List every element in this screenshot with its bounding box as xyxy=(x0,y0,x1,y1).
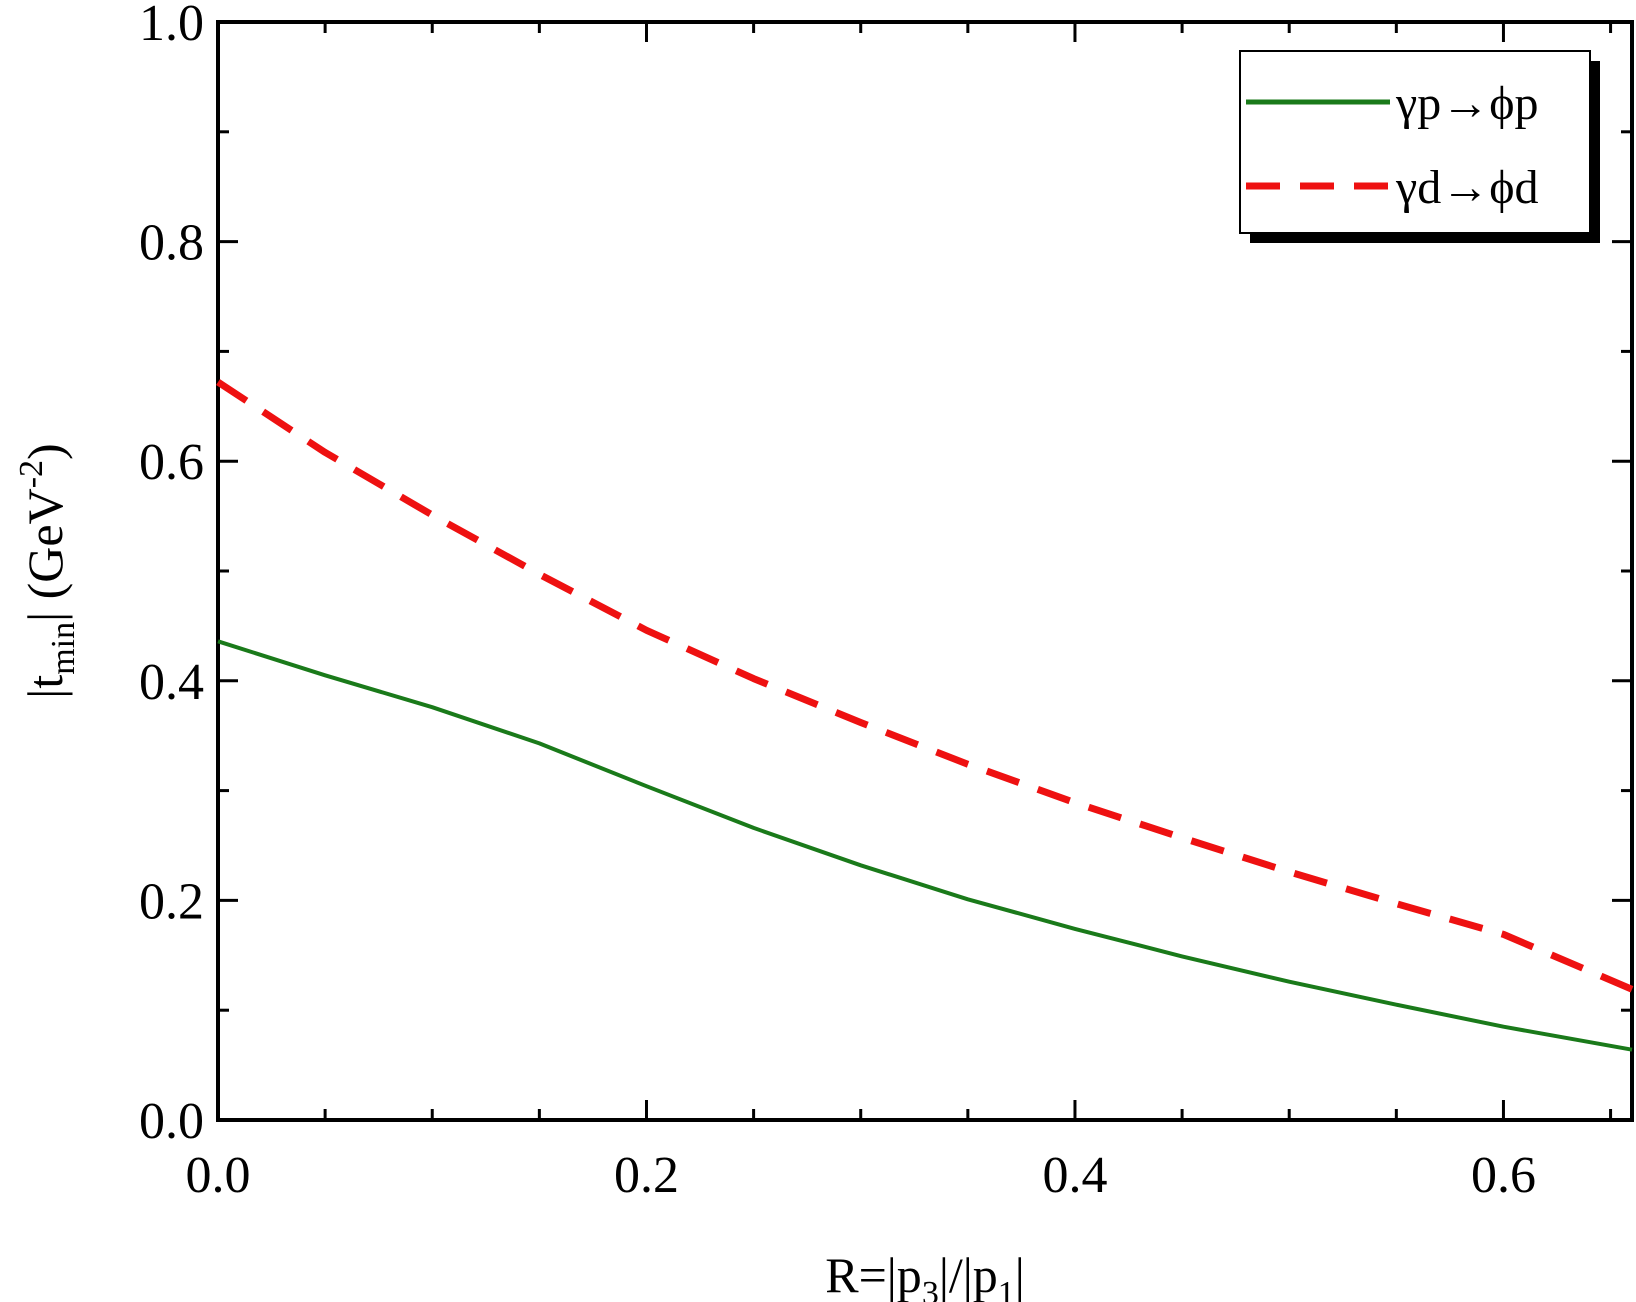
y-tick-label: 0.2 xyxy=(139,873,204,930)
y-tick-label: 0.6 xyxy=(139,434,204,491)
x-tick-label: 0.2 xyxy=(614,1147,679,1204)
x-tick-label: 0.4 xyxy=(1042,1147,1107,1204)
x-tick-label: 0.0 xyxy=(186,1147,251,1204)
series-line-2 xyxy=(216,379,1634,993)
data-series xyxy=(216,379,1634,1052)
legend-box xyxy=(1239,50,1591,234)
x-tick-label: 0.6 xyxy=(1471,1147,1536,1204)
y-tick-label: 0.8 xyxy=(139,215,204,272)
axis-tick-labels: 0.0 0.2 0.4 0.6 0.0 0.2 0.4 0.6 0.8 1.0 xyxy=(139,0,1536,1204)
x-axis-title: R=|p3|/|p1| xyxy=(825,1247,1025,1302)
axis-ticks xyxy=(216,20,1632,1122)
y-tick-label: 0.4 xyxy=(139,654,204,711)
legend-label-series-1: γp→ϕp xyxy=(1395,77,1538,130)
series-line-1 xyxy=(217,639,1633,1052)
y-tick-label: 1.0 xyxy=(139,0,204,52)
legend: γp→ϕp γd→ϕd xyxy=(1239,50,1600,243)
y-axis-title: |tmin| (GeV-2) xyxy=(13,443,82,698)
legend-label-series-2: γd→ϕd xyxy=(1395,161,1538,214)
y-tick-label: 0.0 xyxy=(139,1093,204,1150)
